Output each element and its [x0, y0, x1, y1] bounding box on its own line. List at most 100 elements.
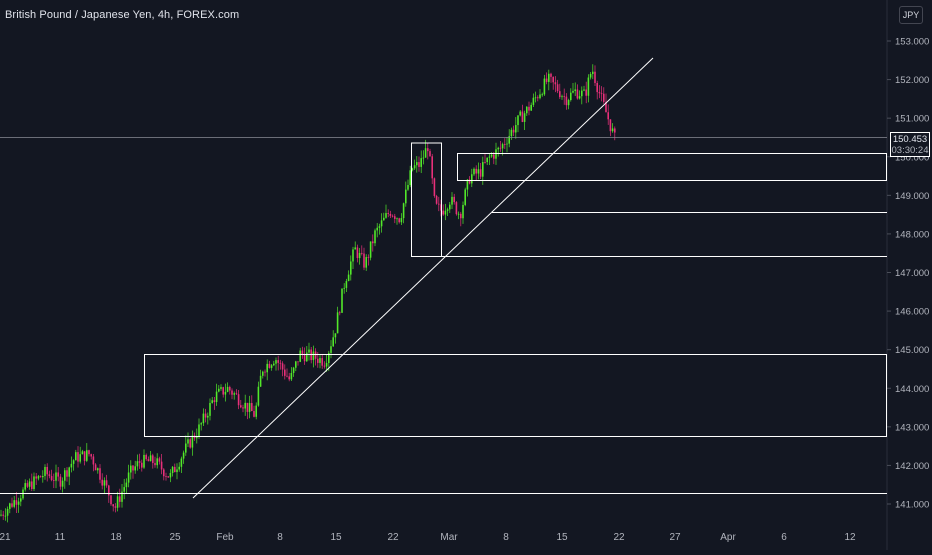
candle-body: [402, 203, 405, 219]
candle-body: [561, 96, 563, 98]
candle-body: [165, 476, 167, 478]
candle-body: [292, 367, 295, 373]
candle-body: [550, 73, 552, 77]
candle-body: [37, 476, 40, 479]
candle-body: [189, 439, 191, 448]
x-tick-label: 15: [556, 532, 568, 543]
x-tick-label: Feb: [216, 532, 234, 543]
candle-body: [394, 216, 396, 219]
candle-body: [409, 170, 411, 186]
candle-body: [581, 90, 583, 97]
candle-body: [229, 386, 231, 391]
candle-body: [420, 158, 422, 167]
candle-body: [270, 365, 273, 368]
candle-body: [328, 352, 330, 364]
candle-body: [222, 387, 224, 395]
candle-body: [246, 402, 249, 412]
last-price-label: 150.453: [892, 134, 928, 145]
candle-body: [369, 241, 372, 258]
candle-body: [512, 129, 515, 133]
candle-body: [11, 503, 13, 507]
candle-body: [398, 218, 400, 223]
candle-body: [119, 496, 121, 502]
candle-body: [266, 363, 268, 373]
candle-body: [200, 423, 202, 425]
x-tick-label: 11: [55, 532, 66, 543]
candle-body: [251, 403, 253, 412]
candle-body: [534, 97, 537, 99]
candle-body: [39, 476, 42, 478]
candle-body: [275, 360, 277, 364]
candle-body: [435, 195, 438, 204]
candle-body: [446, 209, 449, 211]
candle-body: [605, 101, 607, 113]
candle-body: [259, 375, 262, 387]
x-tick-label: Apr: [720, 532, 736, 543]
candle-body: [255, 405, 257, 417]
candle-body: [105, 480, 108, 486]
candle-body: [442, 210, 444, 215]
candle-body: [264, 371, 266, 373]
candle-body: [521, 111, 524, 122]
candle-body: [490, 154, 493, 157]
candle-body: [411, 168, 414, 171]
candle-body: [354, 247, 356, 250]
candle-body: [116, 496, 119, 508]
candle-body: [61, 480, 64, 487]
candle-body: [64, 470, 66, 481]
candle-body: [134, 466, 136, 471]
candle-body: [572, 90, 574, 93]
candle-body: [365, 257, 367, 268]
candle-body: [330, 346, 332, 353]
candle-body: [187, 439, 189, 444]
candle-body: [248, 403, 251, 412]
candle-body: [396, 218, 398, 220]
candle-body: [510, 129, 513, 137]
candle-body: [493, 154, 495, 159]
y-tick-label: 153.000: [895, 37, 929, 48]
candle-body: [350, 261, 352, 275]
candle-body: [154, 463, 156, 466]
candle-body: [90, 454, 92, 457]
candle-body: [178, 466, 180, 470]
candle-body: [455, 202, 458, 215]
candle-body: [475, 168, 477, 174]
candle-body: [207, 415, 209, 418]
candle-body: [26, 483, 29, 487]
x-tick-label: 22: [613, 532, 625, 543]
candle-body: [262, 371, 264, 376]
y-tick-label: 151.000: [895, 114, 929, 125]
currency-button[interactable]: JPY: [899, 6, 923, 24]
candle-body: [59, 476, 62, 487]
candle-body: [68, 467, 70, 477]
candle-body: [347, 274, 350, 282]
candle-body: [464, 189, 466, 205]
candle-body: [202, 413, 205, 424]
candle-body: [451, 196, 453, 205]
candle-body: [99, 468, 101, 480]
candle-body: [334, 333, 337, 338]
candle-body: [438, 203, 440, 205]
candle-body: [209, 402, 211, 416]
candle-body: [444, 210, 447, 215]
candle-body: [13, 500, 15, 507]
candle-body: [72, 460, 75, 464]
candle-body: [457, 213, 460, 215]
x-tick-label: 6: [781, 532, 787, 543]
candle-body: [576, 89, 579, 99]
candle-body: [517, 115, 519, 126]
candle-body: [83, 451, 86, 461]
candle-body: [121, 491, 123, 502]
bar-countdown-label: 03:30:24: [891, 145, 929, 156]
candle-body: [167, 476, 169, 478]
candle-body: [356, 247, 359, 259]
candle-body: [257, 386, 260, 406]
candle-body: [268, 363, 271, 368]
candle-body: [130, 465, 132, 473]
candle-body: [94, 464, 97, 471]
candle-body: [198, 424, 200, 437]
candle-body: [306, 352, 308, 362]
symbol-title[interactable]: British Pound / Japanese Yen, 4h, FOREX.…: [5, 9, 240, 21]
